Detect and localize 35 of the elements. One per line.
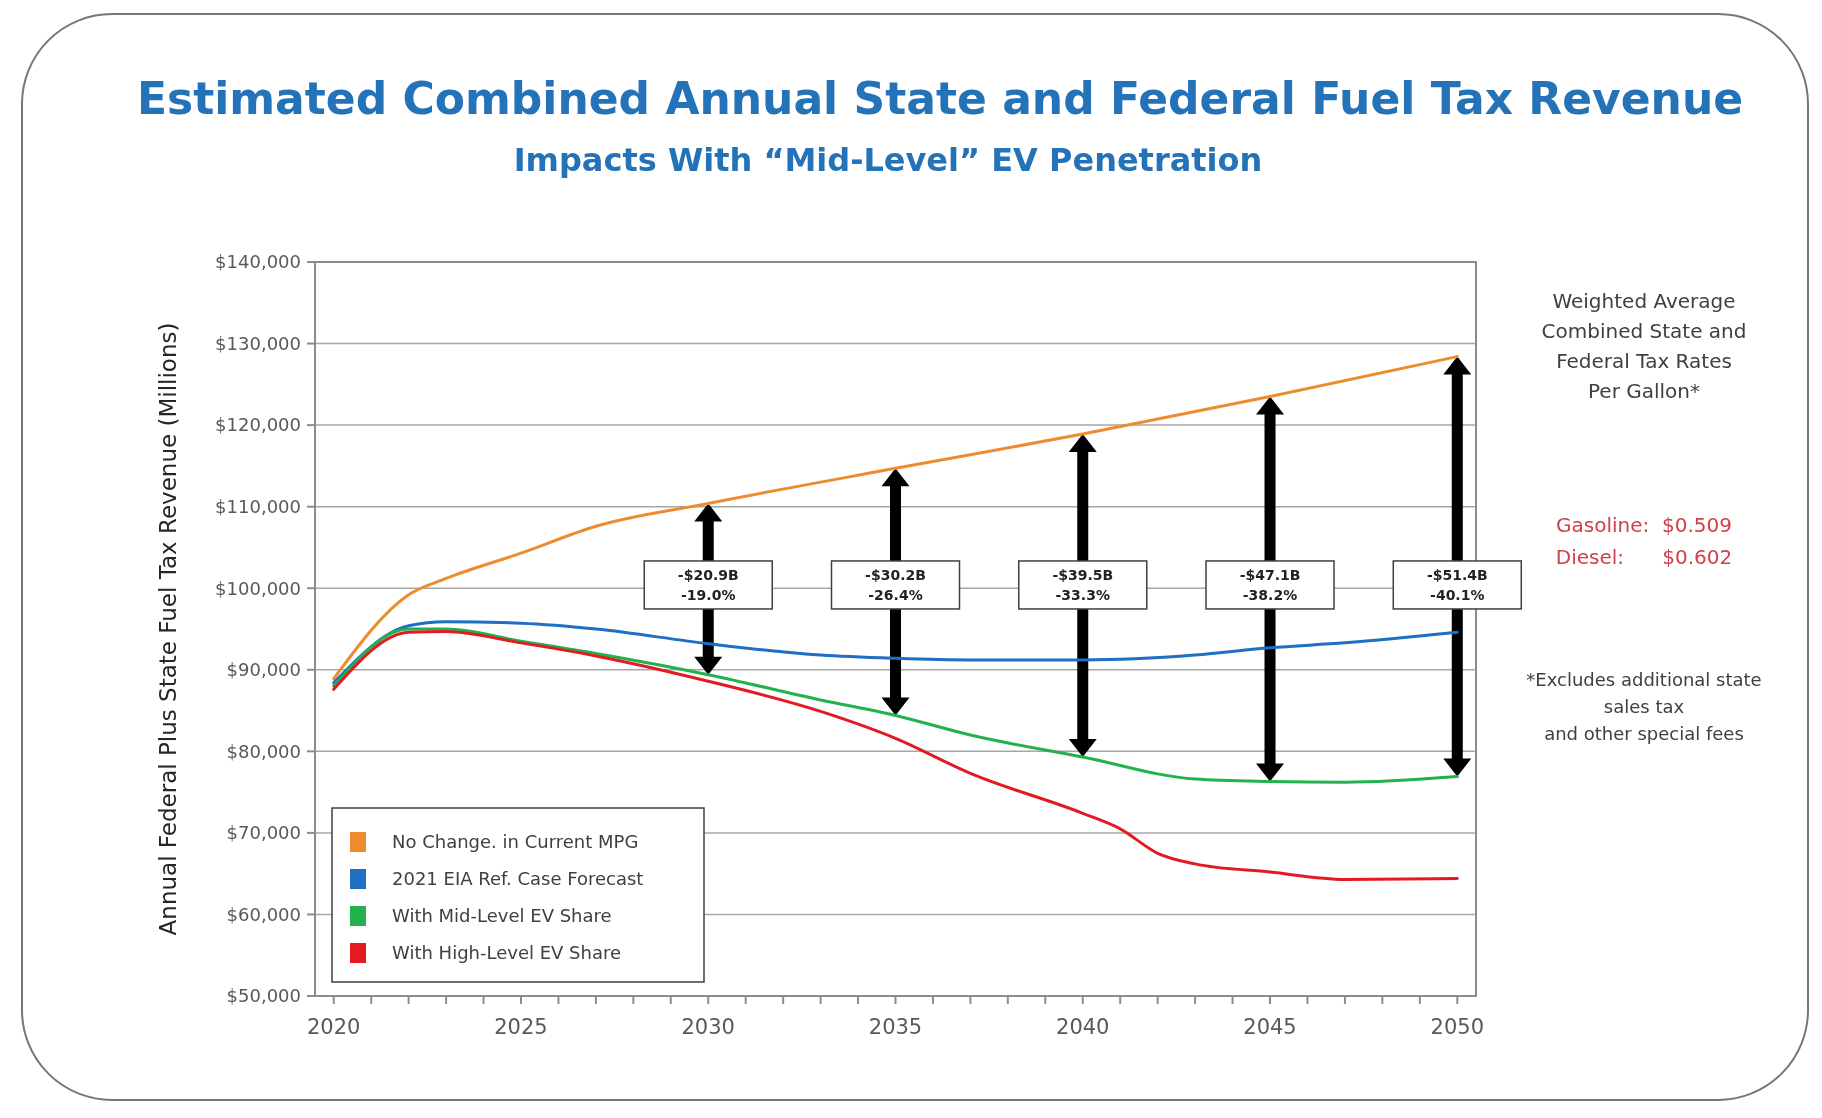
x-tick-label: 2050 xyxy=(1430,1015,1484,1039)
chart-subtitle: Impacts With “Mid-Level” EV Penetration xyxy=(513,141,1263,179)
text: Diesel: $0.602 xyxy=(1555,545,1733,569)
y-tick-label: $130,000 xyxy=(215,332,301,354)
x-tick-label: 2030 xyxy=(681,1015,735,1039)
y-tick-label: $140,000 xyxy=(215,251,301,273)
x-tick-label: 2045 xyxy=(1243,1015,1297,1039)
chart-title: Estimated Combined Annual State and Federal Fuel Tax Revenue xyxy=(136,73,1744,124)
annotation: -$47.1B -38.2% xyxy=(1239,566,1301,603)
y-tick-label: $80,000 xyxy=(226,740,301,762)
annotation: -$51.4B -40.1% xyxy=(1426,566,1488,603)
y-tick-label: $110,000 xyxy=(215,495,301,517)
x-tick-label: 2035 xyxy=(868,1015,923,1039)
legend-label: With Mid-Level EV Share xyxy=(392,905,612,926)
legend-label: No Change. in Current MPG xyxy=(392,831,639,852)
line-series xyxy=(332,620,1459,685)
legend-label: With High-Level EV Share xyxy=(392,942,622,963)
text: Gasoline: $0.509 xyxy=(1556,513,1732,537)
y-tick-label: $70,000 xyxy=(226,822,301,844)
y-tick-label: $100,000 xyxy=(215,577,301,599)
text: *Excludes additional state sales tax and other special fees xyxy=(1526,669,1762,744)
y-tick-label: $50,000 xyxy=(226,985,301,1007)
annotation: -$20.9B -19.0% xyxy=(677,566,739,603)
legend-label: 2021 EIA Ref. Case Forecast xyxy=(392,868,644,889)
line-series xyxy=(332,627,1459,784)
y-tick-label: $120,000 xyxy=(215,414,301,436)
text: Weighted Average Combined State and Federal Tax Rates Per Gallon* xyxy=(1541,289,1747,403)
y-axis-title: Annual Federal Plus State Fuel Tax Revenue (Millions) xyxy=(155,322,181,936)
x-tick-label: 2025 xyxy=(494,1015,548,1039)
x-tick-label: 2020 xyxy=(307,1015,361,1039)
y-tick-label: $60,000 xyxy=(226,903,301,925)
x-tick-label: 2040 xyxy=(1056,1015,1110,1039)
annotation: -$39.5B -33.3% xyxy=(1052,566,1114,603)
y-tick-label: $90,000 xyxy=(226,659,301,681)
annotation: -$30.2B -26.4% xyxy=(865,566,926,603)
